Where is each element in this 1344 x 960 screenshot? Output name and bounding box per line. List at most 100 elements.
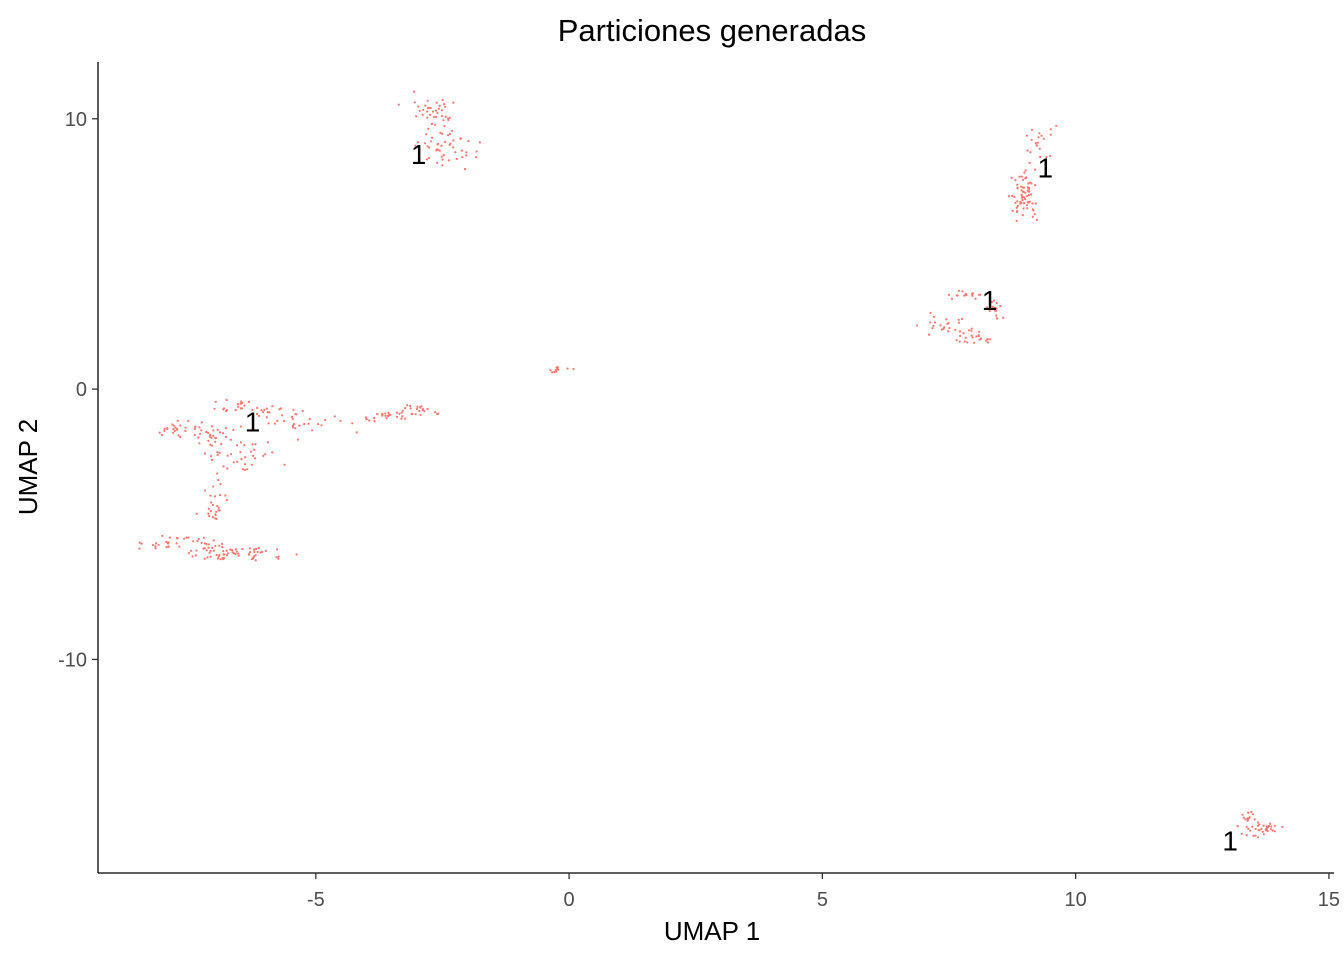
- data-point: [199, 432, 202, 435]
- data-point: [216, 451, 219, 454]
- data-point: [400, 411, 403, 414]
- data-point: [440, 144, 443, 147]
- cluster-label: 1: [1037, 152, 1053, 183]
- data-point: [1016, 186, 1019, 189]
- data-point: [1257, 836, 1260, 839]
- data-point: [1023, 171, 1026, 174]
- data-point: [1024, 197, 1027, 201]
- data-point: [437, 412, 440, 415]
- data-point: [251, 443, 254, 446]
- data-point: [368, 419, 371, 422]
- data-point: [1033, 213, 1036, 216]
- data-point: [1020, 193, 1023, 196]
- data-point: [240, 400, 243, 403]
- data-point: [970, 334, 973, 337]
- data-point: [1247, 811, 1250, 814]
- data-point: [986, 338, 989, 341]
- data-point: [212, 539, 215, 542]
- data-point: [1024, 169, 1027, 172]
- data-point: [210, 501, 213, 504]
- data-point: [957, 321, 961, 324]
- data-point: [209, 494, 212, 497]
- data-point: [264, 549, 267, 553]
- data-point: [553, 370, 556, 374]
- data-point: [262, 411, 265, 414]
- data-point: [452, 146, 455, 149]
- data-point: [985, 339, 988, 342]
- data-point: [1246, 819, 1249, 822]
- data-point: [373, 420, 376, 423]
- data-point: [1027, 194, 1030, 197]
- data-point: [427, 127, 430, 130]
- data-point: [931, 327, 934, 330]
- data-point: [1236, 825, 1239, 828]
- data-point: [426, 116, 429, 119]
- data-point: [1245, 825, 1248, 829]
- data-point: [1026, 194, 1029, 198]
- data-point: [256, 550, 259, 554]
- data-point: [1026, 189, 1029, 192]
- x-tick-label: 10: [1065, 889, 1087, 911]
- data-point: [406, 404, 409, 407]
- data-point: [166, 427, 169, 431]
- data-point: [195, 512, 198, 515]
- data-point: [967, 329, 971, 332]
- data-point: [189, 549, 193, 552]
- data-point: [204, 489, 207, 492]
- data-point: [200, 421, 203, 424]
- data-point: [212, 429, 215, 432]
- data-point: [194, 554, 197, 557]
- x-axis-title: UMAP 1: [664, 916, 760, 946]
- data-point: [1038, 147, 1041, 150]
- data-point: [995, 317, 999, 320]
- data-point: [222, 432, 225, 435]
- data-point: [237, 554, 240, 557]
- data-point: [436, 111, 439, 114]
- data-point: [988, 338, 992, 341]
- data-point: [173, 429, 176, 432]
- data-point: [1034, 168, 1037, 171]
- data-point: [320, 424, 323, 427]
- data-point: [198, 426, 201, 429]
- data-point: [404, 406, 407, 410]
- data-point: [428, 113, 431, 116]
- data-point: [187, 552, 190, 555]
- data-point: [1273, 830, 1276, 833]
- x-tick-label: 5: [817, 889, 828, 911]
- data-point: [200, 429, 203, 432]
- data-point: [428, 106, 431, 109]
- data-point: [992, 299, 996, 302]
- data-point: [418, 109, 421, 112]
- y-tick-label: -10: [58, 649, 87, 671]
- data-point: [945, 318, 948, 321]
- data-point: [232, 461, 235, 464]
- data-point: [441, 158, 444, 161]
- data-point: [420, 405, 423, 408]
- data-point: [958, 340, 961, 343]
- data-point: [1035, 144, 1038, 147]
- data-point: [241, 468, 245, 471]
- data-point: [291, 424, 294, 427]
- data-point: [1021, 186, 1025, 189]
- data-point: [1008, 195, 1011, 198]
- data-point: [296, 438, 299, 441]
- data-point: [1021, 198, 1024, 202]
- data-point: [194, 425, 197, 429]
- data-point: [187, 536, 190, 539]
- data-point: [1253, 818, 1256, 821]
- data-point: [236, 460, 239, 463]
- data-point: [413, 101, 416, 104]
- data-point: [216, 504, 219, 508]
- data-point: [230, 453, 233, 456]
- data-point: [1040, 134, 1043, 137]
- data-point: [1016, 183, 1019, 186]
- data-point: [443, 124, 446, 128]
- data-point: [418, 409, 421, 413]
- data-point: [1023, 202, 1026, 205]
- data-point: [444, 105, 447, 108]
- data-point: [255, 412, 259, 416]
- data-point: [291, 415, 294, 418]
- data-point: [955, 339, 958, 342]
- data-point: [455, 157, 458, 161]
- data-point: [215, 510, 218, 513]
